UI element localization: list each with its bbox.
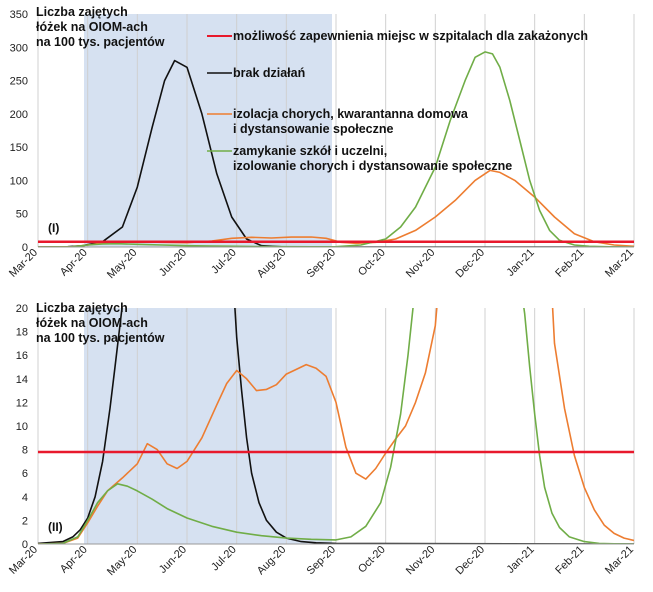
x-tick-label: Jun-20 [157,247,189,279]
series-group [38,308,634,544]
y-tick-label: 0 [22,242,28,254]
y-tick-label: 0 [22,539,28,551]
x-tick-label: Feb-21 [553,544,586,577]
x-tick-label: Jun-20 [157,544,189,576]
y-tick-label: 2 [22,515,28,527]
y-tick-label: 16 [16,350,28,362]
series-line [38,308,634,544]
x-tick-label: Oct-20 [356,247,388,279]
y-axis-label-line-1: Liczba zajętych [36,5,128,19]
x-tick-label: Jul-20 [209,247,239,277]
x-tick-label: Feb-21 [553,247,586,280]
y-axis-label-line-1: Liczba zajętych [36,301,128,315]
x-tick-label: Aug-20 [255,247,289,281]
legend-item-no-action: brak działań [207,66,305,80]
x-tick-label: Jan-21 [505,247,537,279]
panel-label: (II) [48,520,63,534]
x-tick-label: Mar-21 [603,247,636,280]
y-tick-label: 200 [10,109,28,121]
x-tick-labels: Mar-20 Apr-20 May-20 Jun-20 Jul-20 Aug-20 Sep-… [7,544,636,578]
x-tick-label: Dec-20 [454,544,488,578]
y-tick-label: 8 [22,445,28,457]
panel-label: (I) [48,221,59,235]
x-tick-label: Jul-20 [209,544,239,574]
y-tick-labels: 0 2 4 6 8 10 12 14 16 18 20 [16,303,28,551]
legend-label-capacity: możliwość zapewnienia miejsc w szpitalac… [233,29,588,43]
x-tick-label: Apr-20 [58,247,90,279]
x-tick-label: Apr-20 [58,544,90,576]
x-tick-label: Oct-20 [356,544,388,576]
x-tick-label: Sep-20 [305,544,339,578]
gridlines [37,308,635,544]
series-line [38,308,634,544]
x-tick-label: Nov-20 [404,247,438,281]
x-tick-label: Aug-20 [255,544,289,578]
y-tick-labels: 0 50 100 150 200 250 300 350 [10,9,28,254]
y-tick-label: 4 [22,492,28,504]
y-axis-label-line-2: łóżek na OIOM-ach [36,316,148,330]
y-tick-label: 150 [10,142,28,154]
y-axis-label-line-3: na 100 tys. pacjentów [36,35,165,49]
y-tick-label: 6 [22,468,28,480]
legend-label-school-closure: zamykanie szkół i uczelni, izolowanie cho… [233,144,512,173]
legend-label-isolation: izolacja chorych, kwarantanna domowa i dy… [233,107,469,136]
x-tick-label: Sep-20 [305,247,339,281]
y-axis-label-line-2: łóżek na OIOM-ach [36,20,148,34]
legend-item-isolation: izolacja chorych, kwarantanna domowa i dy… [207,107,469,136]
x-tick-label: Jan-21 [505,544,537,576]
legend: możliwość zapewnienia miejsc w szpitalac… [207,29,588,173]
y-tick-label: 10 [16,421,28,433]
y-axis-label-line-3: na 100 tys. pacjentów [36,331,165,345]
x-tick-label: May-20 [105,544,139,578]
y-tick-label: 100 [10,175,28,187]
gridlines [37,14,635,247]
y-tick-label: 50 [16,209,28,221]
x-tick-label: May-20 [105,247,139,281]
x-tick-label: Dec-20 [454,247,488,281]
x-tick-label: Nov-20 [404,544,438,578]
legend-item-capacity: możliwość zapewnienia miejsc w szpitalac… [207,29,588,43]
y-tick-label: 18 [16,327,28,339]
y-tick-label: 14 [16,374,28,386]
y-tick-label: 250 [10,76,28,88]
series-line [38,308,634,544]
series-line [38,51,634,247]
y-tick-label: 300 [10,42,28,54]
series-group [38,51,634,247]
shaded-period [84,14,332,247]
x-tick-labels: Mar-20 Apr-20 May-20 Jun-20 Jul-20 Aug-20 Sep-… [7,247,636,281]
y-tick-label: 12 [16,397,28,409]
y-tick-label: 20 [16,303,28,315]
legend-label-no-action: brak działań [233,66,305,80]
x-tick-label: Mar-21 [603,544,636,577]
legend-item-school-closure: zamykanie szkół i uczelni, izolowanie cho… [207,144,512,173]
y-tick-label: 350 [10,9,28,21]
